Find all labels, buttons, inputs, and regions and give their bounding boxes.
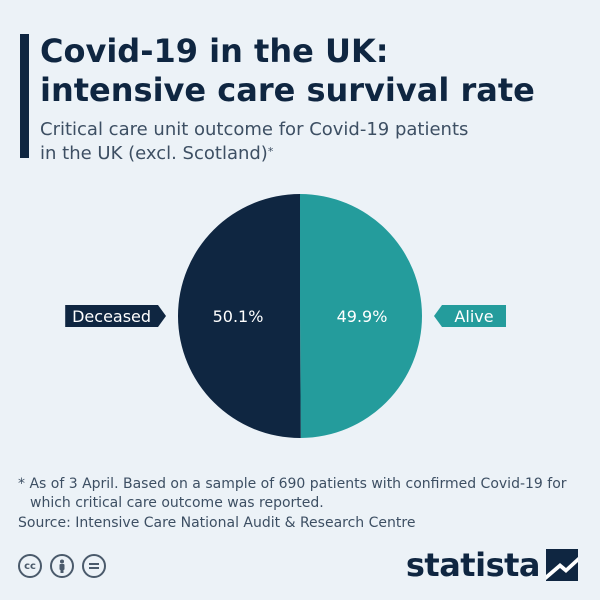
category-label-deceased: Deceased: [65, 305, 166, 327]
footnote: * As of 3 April. Based on a sample of 69…: [18, 475, 583, 513]
title-line-1: Covid-19 in the UK:: [40, 32, 389, 70]
statista-logo-icon: [546, 549, 578, 581]
value-label-deceased: 50.1%: [213, 307, 264, 326]
statista-brand[interactable]: statista: [406, 548, 578, 582]
title-accent-bar: [20, 34, 29, 158]
footnote-line-2: which critical care outcome was reported…: [30, 495, 324, 511]
title-line-2: intensive care survival rate: [40, 71, 535, 109]
brand-name: statista: [405, 546, 541, 584]
subtitle-line-2-text: in the UK (excl. Scotland): [40, 143, 268, 164]
footnote-line-1: * As of 3 April. Based on a sample of 69…: [18, 476, 567, 492]
subtitle-line-2: in the UK (excl. Scotland)*: [40, 142, 560, 166]
chart-subtitle: Critical care unit outcome for Covid-19 …: [40, 118, 560, 166]
subtitle-line-1: Critical care unit outcome for Covid-19 …: [40, 119, 469, 140]
pie-slice-alive[interactable]: [300, 194, 422, 438]
source-text: Source: Intensive Care National Audit & …: [18, 515, 416, 531]
subtitle-footnote-mark: *: [267, 145, 274, 158]
value-label-alive: 49.9%: [337, 307, 388, 326]
nd-icon[interactable]: [82, 554, 106, 578]
license-icons: cc: [18, 554, 106, 578]
by-icon[interactable]: [50, 554, 74, 578]
cc-icon[interactable]: cc: [18, 554, 42, 578]
chart-title: Covid-19 in the UK: intensive care survi…: [40, 32, 580, 110]
svg-text:Deceased: Deceased: [72, 307, 151, 326]
pie-chart: 49.9% Alive 50.1% Deceased: [65, 194, 506, 439]
category-label-alive: Alive: [434, 305, 506, 327]
pie-slice-deceased[interactable]: [177, 194, 301, 439]
svg-text:Alive: Alive: [454, 307, 493, 326]
